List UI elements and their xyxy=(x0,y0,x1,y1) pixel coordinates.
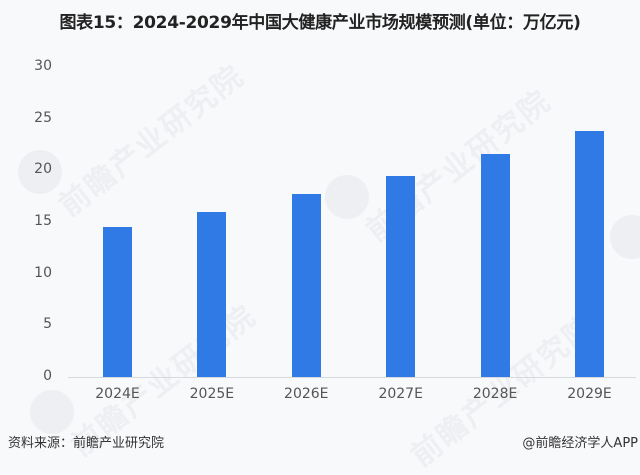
y-tick-label: 15 xyxy=(34,213,52,229)
y-tick-label: 20 xyxy=(34,161,52,178)
x-tick-label: 2025E xyxy=(189,386,235,402)
source-note: 资料来源：前瞻产业研究院 xyxy=(8,436,165,451)
x-tick-label: 2029E xyxy=(567,386,612,402)
watermark-circle xyxy=(610,215,640,259)
bar-2026E xyxy=(291,194,321,377)
x-tick-label: 2024E xyxy=(95,386,140,402)
publisher-credit: @前瞻经济学人APP xyxy=(522,436,638,451)
bar-2028E xyxy=(480,153,510,377)
y-tick-label: 0 xyxy=(43,368,52,384)
x-tick-label: 2027E xyxy=(378,386,423,402)
y-tick-label: 30 xyxy=(34,58,52,74)
bar-2024E xyxy=(103,227,132,377)
bar-2027E xyxy=(386,175,416,377)
y-tick-label: 5 xyxy=(43,316,52,333)
chart-title: 图表15：2024-2029年中国大健康产业市场规模预测(单位：万亿元) xyxy=(59,13,581,33)
y-tick-label: 25 xyxy=(34,109,52,126)
x-axis-line xyxy=(68,377,636,378)
watermark-circle xyxy=(30,390,74,434)
bar-2029E xyxy=(575,131,604,377)
y-tick-label: 10 xyxy=(34,264,52,281)
watermark-text: 前瞻产业研究院 xyxy=(52,58,251,224)
x-tick-label: 2028E xyxy=(472,386,518,402)
bar-2025E xyxy=(197,211,227,377)
x-tick-label: 2026E xyxy=(284,386,329,402)
watermark-circle xyxy=(325,175,369,219)
